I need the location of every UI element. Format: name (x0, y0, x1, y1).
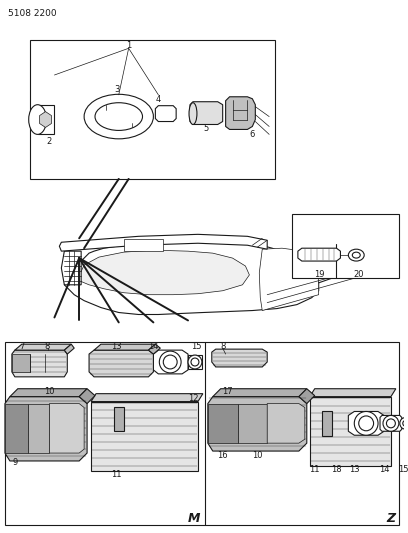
Text: 13: 13 (349, 465, 359, 474)
Polygon shape (212, 349, 267, 367)
Polygon shape (91, 401, 198, 471)
Polygon shape (28, 403, 49, 453)
Polygon shape (60, 235, 267, 251)
Polygon shape (153, 350, 188, 374)
Polygon shape (12, 350, 67, 377)
Ellipse shape (297, 270, 307, 277)
Text: 18: 18 (331, 465, 342, 474)
Text: 12: 12 (188, 394, 198, 403)
Text: 15: 15 (399, 465, 408, 474)
Text: 20: 20 (353, 270, 364, 279)
Ellipse shape (84, 94, 153, 139)
Text: 17: 17 (222, 387, 233, 396)
Polygon shape (12, 354, 30, 372)
Text: 6: 6 (250, 130, 255, 139)
Polygon shape (40, 111, 51, 127)
Polygon shape (310, 389, 396, 397)
Polygon shape (380, 415, 402, 431)
Ellipse shape (400, 417, 408, 429)
Ellipse shape (348, 249, 364, 261)
Ellipse shape (160, 351, 181, 373)
Polygon shape (114, 407, 124, 431)
Ellipse shape (403, 421, 408, 426)
Polygon shape (91, 394, 203, 401)
Text: 7: 7 (19, 342, 24, 351)
Polygon shape (310, 397, 391, 466)
Ellipse shape (386, 419, 395, 428)
Ellipse shape (188, 355, 202, 369)
Text: 10: 10 (252, 450, 263, 459)
Polygon shape (208, 397, 307, 451)
Text: 9: 9 (12, 458, 18, 467)
Text: 5108 2200: 5108 2200 (8, 9, 57, 18)
Polygon shape (89, 350, 153, 377)
Polygon shape (330, 244, 353, 255)
Ellipse shape (189, 103, 197, 125)
Text: 14: 14 (148, 342, 159, 351)
Text: 11: 11 (111, 470, 122, 479)
Bar (124, 239, 163, 251)
Polygon shape (38, 104, 54, 134)
Polygon shape (49, 403, 84, 453)
Polygon shape (322, 411, 332, 436)
Ellipse shape (191, 358, 199, 366)
Ellipse shape (95, 103, 142, 131)
Text: 14: 14 (379, 465, 389, 474)
Text: 16: 16 (217, 450, 228, 459)
Polygon shape (226, 97, 255, 130)
Polygon shape (188, 355, 202, 369)
Polygon shape (298, 248, 340, 261)
Text: 3: 3 (114, 85, 120, 94)
Text: 15: 15 (191, 342, 201, 351)
Text: 8: 8 (220, 342, 225, 351)
Text: 13: 13 (111, 342, 122, 351)
Polygon shape (299, 389, 315, 403)
Bar (5, 342, 399, 526)
Text: 4: 4 (156, 95, 161, 104)
Polygon shape (237, 403, 267, 443)
Ellipse shape (353, 252, 360, 258)
Ellipse shape (383, 415, 399, 431)
Polygon shape (267, 403, 305, 443)
Bar (292, 214, 399, 278)
Polygon shape (149, 344, 160, 354)
Polygon shape (64, 240, 319, 314)
Ellipse shape (354, 411, 378, 435)
Polygon shape (155, 106, 176, 122)
Polygon shape (213, 389, 307, 397)
Text: 19: 19 (315, 270, 325, 279)
Text: 5: 5 (203, 124, 208, 133)
Bar (30, 41, 275, 179)
Polygon shape (77, 250, 249, 295)
Text: 11: 11 (309, 465, 320, 474)
Text: 10: 10 (44, 387, 55, 396)
Text: 1: 1 (126, 41, 131, 50)
Ellipse shape (163, 355, 177, 369)
Text: Z: Z (386, 512, 395, 525)
Polygon shape (94, 344, 155, 350)
Text: M: M (188, 512, 200, 525)
Polygon shape (5, 403, 28, 453)
Polygon shape (10, 389, 87, 397)
Polygon shape (64, 344, 74, 354)
Ellipse shape (29, 104, 47, 134)
Text: 2: 2 (47, 137, 52, 146)
Polygon shape (190, 102, 223, 125)
Ellipse shape (359, 416, 374, 431)
Polygon shape (79, 389, 95, 403)
Polygon shape (61, 251, 81, 285)
Polygon shape (259, 248, 319, 311)
Polygon shape (15, 344, 71, 350)
Polygon shape (348, 411, 384, 435)
Polygon shape (5, 397, 87, 461)
Text: 8: 8 (45, 342, 50, 351)
Polygon shape (208, 403, 237, 443)
